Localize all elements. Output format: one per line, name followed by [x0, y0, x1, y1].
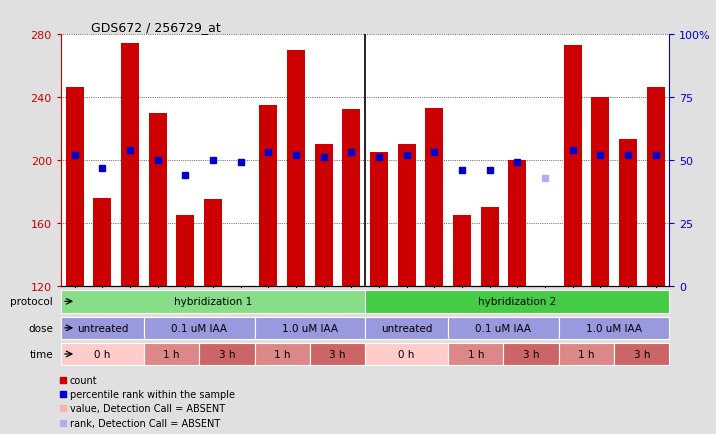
Bar	[503, 343, 558, 365]
Bar	[453, 216, 471, 286]
Bar	[365, 290, 669, 313]
Bar	[144, 343, 199, 365]
Bar	[508, 161, 526, 286]
Bar	[619, 140, 637, 286]
Text: 3 h: 3 h	[634, 349, 650, 359]
Bar	[66, 88, 84, 286]
Text: 0.1 uM IAA: 0.1 uM IAA	[475, 323, 531, 333]
Text: count: count	[70, 375, 97, 385]
Text: protocol: protocol	[10, 297, 53, 306]
Text: 1.0 uM IAA: 1.0 uM IAA	[586, 323, 642, 333]
Bar	[121, 44, 139, 286]
Bar	[591, 98, 609, 286]
Text: rank, Detection Call = ABSENT: rank, Detection Call = ABSENT	[70, 418, 221, 427]
Bar	[365, 317, 448, 339]
Bar	[254, 317, 365, 339]
Text: untreated: untreated	[381, 323, 432, 333]
Text: 3 h: 3 h	[329, 349, 346, 359]
Text: hybridization 2: hybridization 2	[478, 297, 556, 306]
Bar	[365, 343, 448, 365]
Bar	[397, 145, 416, 286]
Bar	[448, 317, 558, 339]
Text: 0 h: 0 h	[95, 349, 110, 359]
Text: untreated: untreated	[77, 323, 128, 333]
Text: 1 h: 1 h	[579, 349, 595, 359]
Text: 1.0 uM IAA: 1.0 uM IAA	[282, 323, 338, 333]
Bar	[61, 290, 365, 313]
Text: GDS672 / 256729_at: GDS672 / 256729_at	[92, 20, 221, 33]
Bar	[558, 343, 614, 365]
Bar	[370, 153, 388, 286]
Bar	[61, 317, 144, 339]
Bar	[61, 343, 144, 365]
Text: 1 h: 1 h	[274, 349, 291, 359]
Bar	[149, 113, 167, 286]
Bar	[144, 317, 254, 339]
Text: percentile rank within the sample: percentile rank within the sample	[70, 389, 235, 399]
Text: 3 h: 3 h	[523, 349, 539, 359]
Text: 0.1 uM IAA: 0.1 uM IAA	[171, 323, 227, 333]
Bar	[480, 208, 498, 286]
Text: 1 h: 1 h	[163, 349, 180, 359]
Bar	[342, 110, 360, 286]
Text: 3 h: 3 h	[218, 349, 235, 359]
Bar	[259, 105, 277, 286]
Bar	[425, 108, 443, 286]
Bar	[199, 343, 254, 365]
Bar	[204, 200, 222, 286]
Bar	[93, 198, 112, 286]
Text: dose: dose	[28, 323, 53, 333]
Bar	[310, 343, 365, 365]
Bar	[176, 216, 194, 286]
Bar	[614, 343, 669, 365]
Bar	[647, 88, 664, 286]
Bar	[287, 50, 305, 286]
Bar	[558, 317, 669, 339]
Bar	[314, 145, 333, 286]
Text: hybridization 1: hybridization 1	[174, 297, 252, 306]
Text: 1 h: 1 h	[468, 349, 484, 359]
Bar	[254, 343, 310, 365]
Bar	[448, 343, 503, 365]
Text: time: time	[29, 349, 53, 359]
Text: 0 h: 0 h	[399, 349, 415, 359]
Bar	[563, 46, 581, 286]
Text: value, Detection Call = ABSENT: value, Detection Call = ABSENT	[70, 404, 225, 414]
